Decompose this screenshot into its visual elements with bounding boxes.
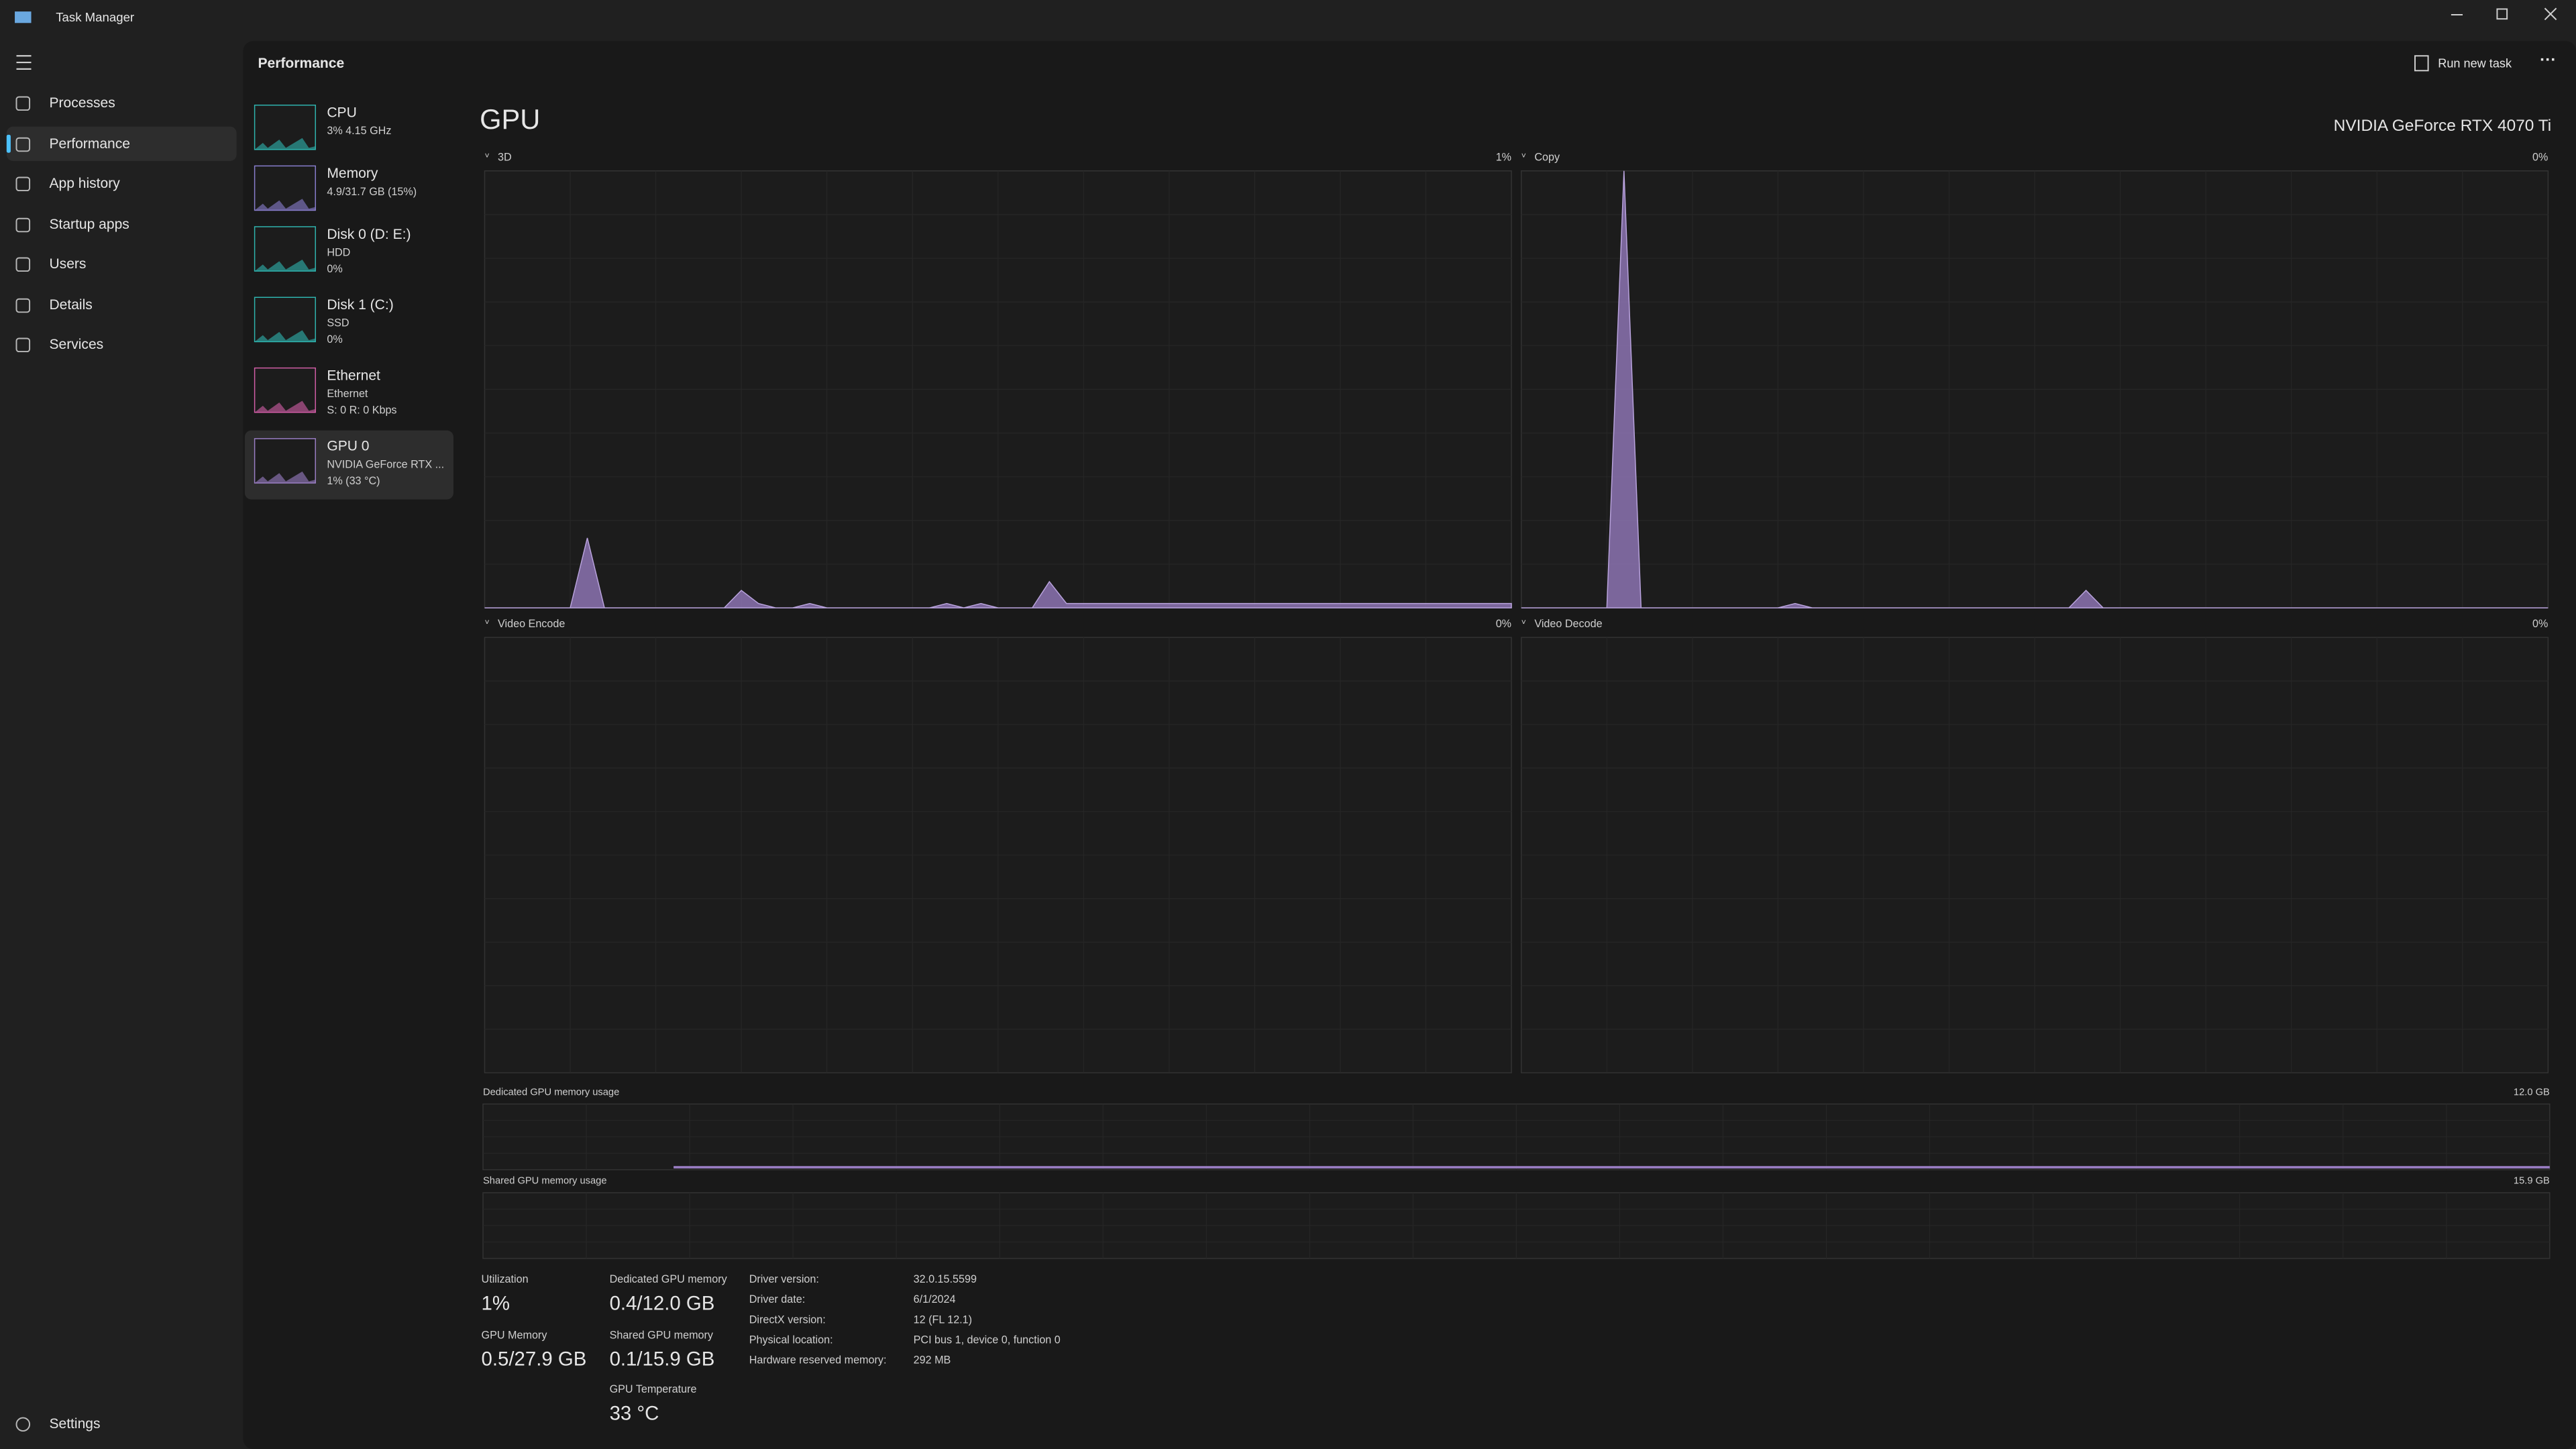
stat-label: Utilization xyxy=(482,1273,529,1285)
window-controls xyxy=(2451,7,2557,21)
stat-value: 0.5/27.9 GB xyxy=(482,1348,587,1371)
device-detail: 0% xyxy=(327,333,342,345)
thumbnail-trace xyxy=(254,138,316,150)
nav-item[interactable]: Services xyxy=(49,337,103,352)
memory-graph-label: Dedicated GPU memory usage xyxy=(483,1087,619,1097)
graph-chevron: ˅ xyxy=(484,617,489,627)
panel-title: GPU xyxy=(480,103,540,135)
device-thumbnail[interactable] xyxy=(254,226,316,272)
nav-settings[interactable]: Settings xyxy=(49,1416,100,1432)
utilization-area xyxy=(484,537,1512,608)
gpu-device-name: NVIDIA GeForce RTX 4070 Ti xyxy=(2334,117,2552,135)
utilization-area xyxy=(1521,170,2548,608)
nav-selected-bg xyxy=(6,126,237,161)
memory-graph-max: 12.0 GB xyxy=(2514,1087,2550,1097)
detail-value: 12 (FL 12.1) xyxy=(914,1313,972,1326)
nav-icon xyxy=(15,257,31,272)
device-name[interactable]: Disk 0 (D: E:) xyxy=(327,227,411,242)
detail-value: 6/1/2024 xyxy=(914,1293,956,1305)
device-detail: HDD xyxy=(327,246,350,258)
memory-graph-max: 15.9 GB xyxy=(2514,1176,2550,1187)
device-detail: Ethernet xyxy=(327,388,368,400)
stat-label: Shared GPU memory xyxy=(610,1329,714,1341)
nav-item[interactable]: Processes xyxy=(49,95,115,111)
more-options[interactable]: ··· xyxy=(2540,51,2556,69)
nav-item[interactable]: Performance xyxy=(49,136,130,152)
graph-label: Video Decode xyxy=(1534,618,1602,630)
graph-chevron: ˅ xyxy=(1521,617,1526,627)
graph-value: 1% xyxy=(1496,151,1511,163)
stat-label: Dedicated GPU memory xyxy=(610,1273,728,1285)
device-name[interactable]: CPU xyxy=(327,105,356,121)
graph-label: 3D xyxy=(498,151,512,163)
nav-icon xyxy=(15,298,31,313)
run-task-icon xyxy=(2414,55,2429,72)
graph-label: Video Encode xyxy=(498,618,565,630)
window-title: Task Manager xyxy=(56,10,134,24)
graph-label: Copy xyxy=(1534,151,1560,163)
restore[interactable] xyxy=(2496,8,2508,20)
close[interactable] xyxy=(2544,7,2557,21)
run-new-task[interactable]: Run new task xyxy=(2438,56,2512,70)
device-thumbnail[interactable] xyxy=(254,297,316,343)
nav-icon xyxy=(15,176,31,192)
graph-value: 0% xyxy=(1496,618,1511,630)
detail-label: Physical location: xyxy=(749,1334,833,1346)
detail-label: DirectX version: xyxy=(749,1313,826,1326)
nav-icon xyxy=(15,217,31,233)
device-thumbnail[interactable] xyxy=(254,165,316,211)
stat-value: 0.1/15.9 GB xyxy=(610,1348,715,1371)
thumbnail-trace xyxy=(254,471,316,483)
nav-icon xyxy=(15,96,31,111)
device-thumbnail[interactable] xyxy=(254,105,316,150)
menu-button[interactable] xyxy=(16,55,32,70)
thumbnail-trace xyxy=(254,330,316,342)
device-detail: SSD xyxy=(327,317,349,329)
device-detail: S: 0 R: 0 Kbps xyxy=(327,405,396,417)
thumbnail-trace xyxy=(254,400,316,413)
nav-item[interactable]: App history xyxy=(49,176,120,191)
stat-value: 0.4/12.0 GB xyxy=(610,1292,715,1314)
device-detail: NVIDIA GeForce RTX ... xyxy=(327,458,444,470)
device-name[interactable]: Disk 1 (C:) xyxy=(327,297,393,313)
device-name[interactable]: Ethernet xyxy=(327,368,380,383)
thumbnail-trace xyxy=(254,199,316,211)
stat-label: GPU Temperature xyxy=(610,1383,697,1395)
graph-chevron: ˅ xyxy=(484,151,489,160)
detail-value: 292 MB xyxy=(914,1354,951,1366)
thumbnail-trace xyxy=(254,259,316,272)
device-detail: 0% xyxy=(327,263,342,275)
nav-item[interactable]: Users xyxy=(49,256,86,272)
device-detail: 4.9/31.7 GB (15%) xyxy=(327,186,417,198)
page-header: Performance xyxy=(258,56,344,71)
device-detail: 1% (33 °C) xyxy=(327,475,380,487)
app-icon xyxy=(15,11,32,23)
graph-chevron: ˅ xyxy=(1521,151,1526,160)
detail-value: PCI bus 1, device 0, function 0 xyxy=(914,1334,1061,1346)
device-name[interactable]: GPU 0 xyxy=(327,439,369,454)
stat-value: 33 °C xyxy=(610,1402,659,1424)
stat-value: 1% xyxy=(482,1292,510,1314)
device-thumbnail[interactable] xyxy=(254,438,316,484)
device-name[interactable]: Memory xyxy=(327,166,378,181)
detail-label: Hardware reserved memory: xyxy=(749,1354,887,1366)
nav-icon xyxy=(15,337,31,353)
settings-icon xyxy=(15,1417,31,1432)
memory-graph-label: Shared GPU memory usage xyxy=(483,1176,607,1187)
nav-icon xyxy=(15,137,31,152)
detail-value: 32.0.15.5599 xyxy=(914,1273,977,1285)
detail-label: Driver version: xyxy=(749,1273,819,1285)
nav-item[interactable]: Details xyxy=(49,297,92,313)
stat-label: GPU Memory xyxy=(482,1329,548,1341)
graph-value: 0% xyxy=(2532,618,2548,630)
detail-label: Driver date: xyxy=(749,1293,806,1305)
device-thumbnail[interactable] xyxy=(254,367,316,413)
graph-value: 0% xyxy=(2532,151,2548,163)
nav-item[interactable]: Startup apps xyxy=(49,217,129,232)
nav-accent xyxy=(6,134,11,153)
device-detail: 3% 4.15 GHz xyxy=(327,125,391,137)
